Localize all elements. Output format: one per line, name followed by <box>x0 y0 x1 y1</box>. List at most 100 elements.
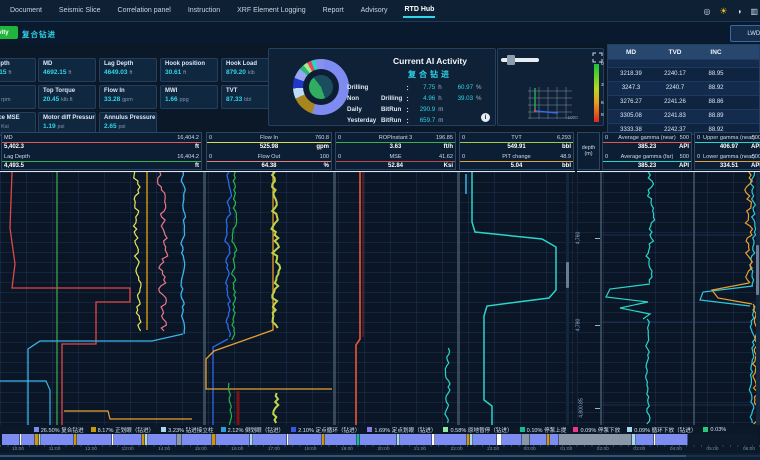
axis-label: -1000 <box>566 115 578 120</box>
grid-icon[interactable]: ▥ <box>750 6 758 16</box>
activity-segment[interactable] <box>2 434 20 445</box>
legend-item[interactable]: 8.17% 正划眼（钻进） <box>90 426 154 434</box>
activity-segment[interactable] <box>435 434 467 445</box>
header-min: 0 <box>462 134 466 141</box>
activity-pill[interactable]: AI Activity <box>0 26 18 39</box>
activity-segment[interactable] <box>325 434 357 445</box>
survey-row: 3333.38 2242.37 88.92 <box>608 122 759 134</box>
legend-item[interactable]: 0.09% 循环下放（钻进） <box>627 426 696 434</box>
legend-item[interactable]: 26.50% 复合钻进 <box>33 426 84 434</box>
activity-segment[interactable] <box>473 434 497 445</box>
activity-segment[interactable] <box>114 434 142 445</box>
legend-item[interactable]: 0.09% 停泵下放 <box>573 426 620 434</box>
nav-item-xrf-element-logging[interactable]: XRF Element Logging <box>237 7 306 14</box>
activity-segment[interactable] <box>559 434 632 445</box>
scrollbar-handle[interactable] <box>566 262 569 288</box>
nav-item-document[interactable]: Document <box>10 7 42 14</box>
activity-segment[interactable] <box>360 434 397 445</box>
nav-item-advisory[interactable]: Advisory <box>360 7 388 14</box>
activity-segment[interactable] <box>142 434 145 445</box>
legend-item[interactable]: 0.03% <box>703 427 726 433</box>
activity-segment[interactable] <box>400 434 432 445</box>
nav-item-rtd-hub[interactable]: RTD Hub <box>403 3 436 18</box>
nav-item-seismic-slice[interactable]: Seismic Slice <box>58 7 101 14</box>
nav-item-report[interactable]: Report <box>322 7 344 14</box>
activity-segment[interactable] <box>357 434 360 445</box>
activity-segment[interactable] <box>636 434 654 445</box>
gamma-scrollbar[interactable] <box>756 172 759 425</box>
timeline-tick: 15:00 <box>194 447 207 452</box>
info-icon[interactable]: i <box>481 113 490 122</box>
legend-item[interactable]: 0.10% 停泵上提 <box>519 426 566 434</box>
activity-segment[interactable] <box>22 434 35 445</box>
activity-segment[interactable] <box>212 434 216 445</box>
fullscreen-icon[interactable] <box>592 52 603 63</box>
activity-segment[interactable] <box>632 434 636 445</box>
activity-segment[interactable] <box>322 434 325 445</box>
legend-item[interactable]: 3.23% 钻进接立柱 <box>161 426 214 434</box>
activity-segment[interactable] <box>522 434 530 445</box>
header-max: bbl <box>562 144 571 150</box>
timeline-tick: 16:00 <box>231 447 244 452</box>
badge-icon[interactable]: ◎ <box>703 6 711 16</box>
activity-segment[interactable] <box>289 434 322 445</box>
sun-icon[interactable]: ☀ <box>719 5 728 16</box>
legend-item[interactable]: 0.58% 原地暂停（钻进） <box>443 426 513 434</box>
activity-segment[interactable] <box>216 434 250 445</box>
wellpath-3d-view[interactable] <box>526 85 574 121</box>
moon-icon[interactable]: ◑ <box>736 6 742 16</box>
activity-segment[interactable] <box>253 434 287 445</box>
log-scrollbar[interactable] <box>566 172 569 425</box>
activity-segment[interactable] <box>287 434 289 445</box>
activity-segment[interactable] <box>250 434 253 445</box>
lwd-data-button[interactable]: LWD Data <box>730 25 760 42</box>
activity-segment[interactable] <box>35 434 39 445</box>
track-header-row: MD 16,404.2 <box>2 133 201 143</box>
activity-segment[interactable] <box>470 434 473 445</box>
activity-segment[interactable] <box>74 434 77 445</box>
param-card-mwi: MWI 1.66 ppg <box>160 85 218 109</box>
activity-segment[interactable] <box>177 434 182 445</box>
param-card-top-torque: Top Torque 20.45 klb.ft <box>38 85 96 109</box>
activity-segment[interactable] <box>547 434 550 445</box>
slider-handle-icon[interactable] <box>507 55 515 65</box>
activity-segment[interactable] <box>656 434 688 445</box>
param-unit: bbl <box>244 97 252 103</box>
header-min: 0 <box>605 153 609 160</box>
activity-strip[interactable] <box>2 434 758 445</box>
legend-item[interactable]: 1.69% 定点划眼（钻进） <box>367 426 436 434</box>
timeline-tick: 06:00 <box>742 447 756 452</box>
scrollbar-handle[interactable] <box>756 245 759 295</box>
activity-segment[interactable] <box>502 434 522 445</box>
activity-segment[interactable] <box>182 434 212 445</box>
activity-segment[interactable] <box>688 434 758 445</box>
nav-item-instruction[interactable]: Instruction <box>187 7 221 14</box>
legend-item[interactable]: 2.10% 定点循环（钻进） <box>291 426 360 434</box>
activity-segment[interactable] <box>39 434 41 445</box>
activity-segment[interactable] <box>112 434 114 445</box>
activity-segment[interactable] <box>497 434 502 445</box>
activity-segment[interactable] <box>654 434 656 445</box>
header-min: MD <box>4 134 13 141</box>
gamma-log-plot[interactable] <box>577 172 760 425</box>
timeline-tick: 14:00 <box>158 447 171 452</box>
activity-segment[interactable] <box>467 434 470 445</box>
activity-segment[interactable] <box>530 434 547 445</box>
activity-segment[interactable] <box>20 434 22 445</box>
param-value: 87.33 bbl <box>226 96 252 103</box>
nav-item-correlation-panel[interactable]: Correlation panel <box>117 7 171 14</box>
activity-segment[interactable] <box>41 434 74 445</box>
activity-segment[interactable] <box>145 434 148 445</box>
activity-segment[interactable] <box>550 434 559 445</box>
activity-segment[interactable] <box>432 434 435 445</box>
wellpath-3d-panel: -1000 0 3 6 8 <box>497 48 604 126</box>
activity-segment[interactable] <box>148 434 177 445</box>
zoom-slider[interactable] <box>501 55 539 65</box>
bottom-scroll-strip[interactable] <box>0 453 760 460</box>
main-log-plot[interactable] <box>0 172 575 425</box>
legend-item[interactable]: 2.12% 倒划眼（钻进） <box>220 426 284 434</box>
track-header-row: 4,493.5 ft <box>2 162 201 169</box>
timeline-tick: 05:00 <box>706 447 719 452</box>
activity-segment[interactable] <box>397 434 400 445</box>
activity-segment[interactable] <box>77 434 112 445</box>
